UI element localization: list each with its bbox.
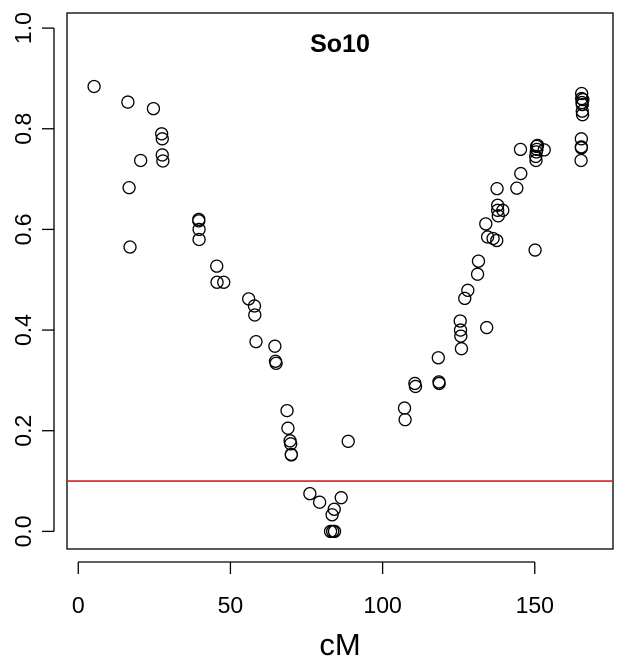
y-tick-label: 0.2 [10, 415, 36, 447]
x-tick-label: 150 [516, 592, 554, 618]
x-tick-label: 50 [218, 592, 244, 618]
x-tick-label: 0 [72, 592, 85, 618]
y-tick-label: 0.8 [10, 113, 36, 145]
y-tick-label: 0.6 [10, 213, 36, 245]
y-tick-label: 0.4 [10, 314, 36, 346]
chart-title: So10 [310, 30, 370, 58]
y-tick-label: 0.0 [10, 515, 36, 547]
x-axis-label: cM [319, 627, 360, 662]
y-tick-label: 1.0 [10, 12, 36, 44]
x-tick-label: 100 [363, 592, 401, 618]
